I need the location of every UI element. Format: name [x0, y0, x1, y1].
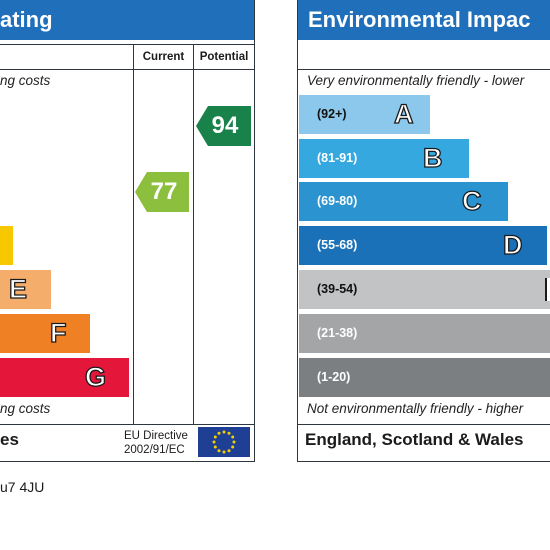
energy-band-g-letter: G [84, 361, 107, 392]
env-band-d-range: (55-68) [317, 238, 358, 252]
energy-band-e-letter: E [8, 273, 28, 304]
current-rating-value: 77 [150, 178, 178, 205]
eu-directive-line1: EU Directive [124, 430, 188, 442]
env-band-b-letter: B [422, 142, 443, 173]
env-band-f-range: (21-38) [317, 326, 358, 340]
energy-band-f-letter: F [49, 317, 67, 348]
footer-divider [0, 424, 254, 425]
column-header-divider [0, 69, 254, 70]
current-column-header: Current [142, 51, 185, 63]
postcode-text: u7 4JU [0, 479, 45, 495]
potential-rating-arrow [196, 106, 251, 146]
environmental-impact-title: Environmental Impac [298, 0, 550, 40]
env-band-d: (55-68) D [299, 226, 547, 265]
energy-rating-title: ating [0, 0, 254, 40]
eu-directive-line2: 2002/91/EC [124, 444, 185, 456]
env-band-c: (69-80) C [299, 182, 508, 221]
potential-rating-value: 94 [211, 112, 239, 139]
current-rating-arrow [135, 172, 189, 212]
env-band-b-range: (81-91) [317, 151, 358, 165]
env-band-a-letter: A [393, 98, 414, 129]
env-bottom-note: Not environmentally friendly - higher [307, 401, 524, 416]
potential-column-header: Potential [199, 51, 249, 63]
env-band-e-letter-edge [545, 278, 550, 301]
header-divider [0, 44, 254, 45]
env-top-note: Very environmentally friendly - lower [307, 73, 525, 88]
potential-column-divider [193, 44, 194, 424]
env-footer-divider [298, 424, 550, 425]
energy-band-f: F [0, 314, 90, 353]
env-band-f: (21-38) [299, 314, 550, 353]
env-band-c-range: (69-80) [317, 194, 358, 208]
env-band-e: (39-54) [299, 270, 550, 309]
energy-band-e: E [0, 270, 51, 309]
eu-flag-icon [198, 427, 250, 457]
energy-top-note: ng costs [0, 73, 51, 88]
env-band-g: (1-20) [299, 358, 550, 397]
energy-rating-title-text: ating [0, 7, 53, 32]
current-column-divider [133, 44, 134, 424]
env-band-c-letter: C [461, 185, 482, 216]
env-footer-text: England, Scotland & Wales [305, 430, 524, 449]
energy-bottom-note: ng costs [0, 401, 51, 416]
energy-band-d [0, 226, 13, 265]
env-band-g-range: (1-20) [317, 370, 351, 384]
env-band-e-range: (39-54) [317, 282, 358, 296]
energy-footer-text: es [0, 430, 19, 449]
env-band-a-range: (92+) [317, 107, 347, 121]
environmental-impact-title-text: Environmental Impac [308, 7, 531, 32]
env-band-d-letter: D [502, 229, 523, 260]
energy-band-g: G [0, 358, 129, 397]
env-band-b: (81-91) B [299, 139, 469, 178]
eu-directive-text: EU Directive 2002/91/EC [124, 429, 188, 457]
env-band-a: (92+) A [299, 95, 430, 134]
env-header-divider [298, 69, 550, 70]
